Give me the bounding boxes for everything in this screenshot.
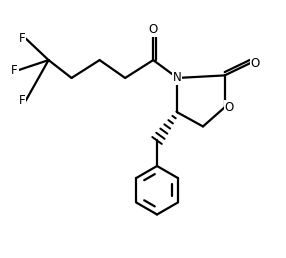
Text: O: O <box>225 101 234 114</box>
Text: F: F <box>11 64 18 77</box>
Text: O: O <box>149 23 158 36</box>
Text: F: F <box>19 32 26 45</box>
Text: F: F <box>19 94 26 107</box>
Text: O: O <box>250 57 259 70</box>
Text: N: N <box>173 71 182 84</box>
